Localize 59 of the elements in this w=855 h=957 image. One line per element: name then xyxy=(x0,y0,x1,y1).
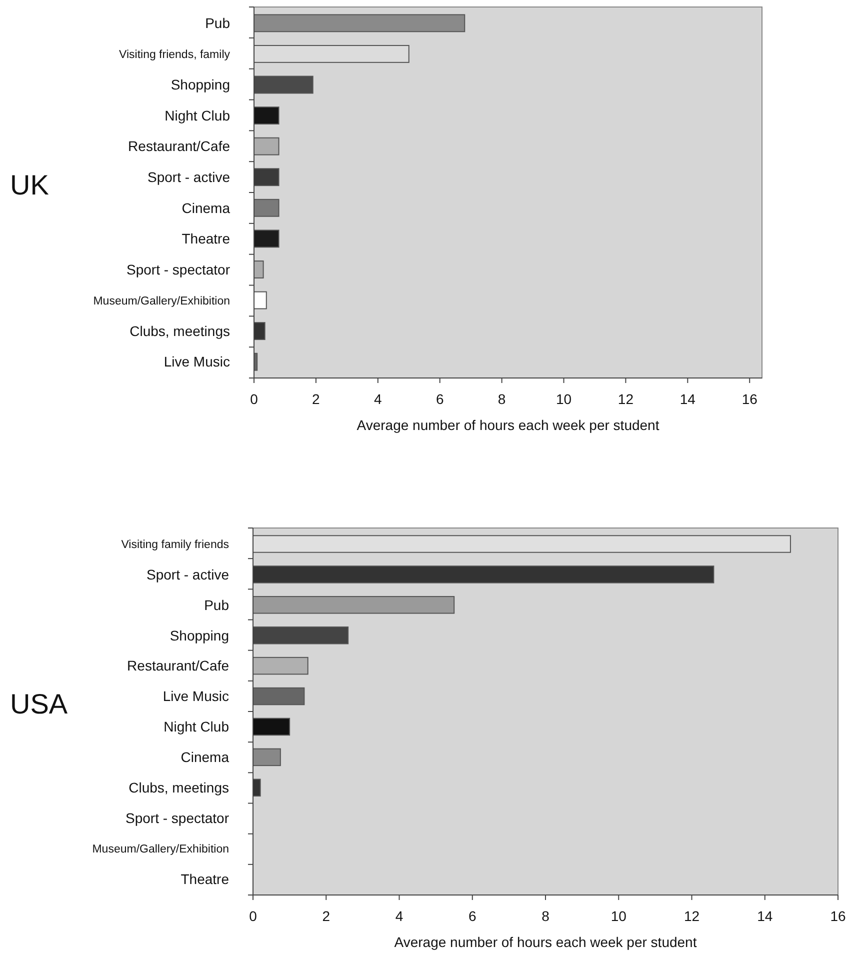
bar xyxy=(252,687,305,706)
x-tick-label: 6 xyxy=(468,908,476,924)
bar xyxy=(252,566,714,584)
y-tick-label: Pub xyxy=(204,596,230,613)
x-tick-label: 0 xyxy=(249,908,258,924)
y-tick-label: Live Music xyxy=(164,354,230,370)
y-tick-label: Night Club xyxy=(164,718,230,735)
x-tick-label: 14 xyxy=(757,908,773,924)
y-tick-label: Cinema xyxy=(182,200,230,216)
x-tick-label: 10 xyxy=(610,908,627,924)
y-tick-label: Sport - active xyxy=(146,566,230,582)
y-tick-label: Sport - spectator xyxy=(126,261,230,278)
x-tick-label: 2 xyxy=(322,908,330,924)
y-tick-label: Visiting friends, family xyxy=(119,48,230,61)
y-tick-label: Cinema xyxy=(180,749,230,766)
bar xyxy=(254,291,267,310)
y-tick-label: Museum/Gallery/Exhibition xyxy=(93,295,230,308)
y-tick-label: Night Club xyxy=(164,107,230,124)
x-tick-label: 0 xyxy=(250,391,258,407)
bar xyxy=(254,322,266,340)
bar xyxy=(252,596,455,614)
y-tick-label: Shopping xyxy=(170,76,230,93)
x-tick-label: 4 xyxy=(395,908,404,924)
bar xyxy=(252,778,261,797)
y-tick-label: Theatre xyxy=(180,870,230,887)
y-tick-label: Restaurant/Cafe xyxy=(127,658,230,674)
x-axis-title: Average number of hours each week per student xyxy=(394,934,697,950)
x-tick-label: 16 xyxy=(830,908,846,924)
x-tick-label: 4 xyxy=(374,391,382,407)
x-tick-label: 14 xyxy=(680,391,696,407)
text: USA xyxy=(10,688,68,720)
y-tick-label: Clubs, meetings xyxy=(128,780,229,796)
x-tick-label: 6 xyxy=(436,391,444,407)
y-tick-label: Live Music xyxy=(162,688,229,704)
x-axis-title: Average number of hours each week per student xyxy=(356,417,660,433)
y-tick-label: Museum/Gallery/Exhibition xyxy=(92,844,229,856)
x-tick-label: 8 xyxy=(498,391,506,407)
bar xyxy=(252,656,308,675)
y-tick-label: Sport - spectator xyxy=(126,810,230,826)
x-tick-label: 10 xyxy=(556,391,572,407)
bar xyxy=(254,198,280,217)
x-tick-label: 8 xyxy=(542,908,550,924)
y-tick-label: Shopping xyxy=(170,627,229,644)
x-tick-label: 16 xyxy=(742,391,758,407)
y-tick-label: Pub xyxy=(205,15,230,32)
bar xyxy=(252,718,290,736)
x-tick-label: 12 xyxy=(684,908,700,924)
bar xyxy=(254,106,280,124)
bar xyxy=(254,137,280,156)
y-tick-label: Sport - active xyxy=(148,169,230,186)
bar xyxy=(254,260,264,278)
y-tick-label: Theatre xyxy=(182,230,230,247)
x-tick-label: 12 xyxy=(618,391,634,407)
y-tick-label: Visiting family friends xyxy=(121,539,230,552)
y-tick-label: Clubs, meetings xyxy=(130,322,230,339)
x-tick-label: 2 xyxy=(312,391,320,407)
bar xyxy=(254,230,280,248)
text: UK xyxy=(10,170,50,200)
y-tick-label: Restaurant/Cafe xyxy=(128,138,230,154)
